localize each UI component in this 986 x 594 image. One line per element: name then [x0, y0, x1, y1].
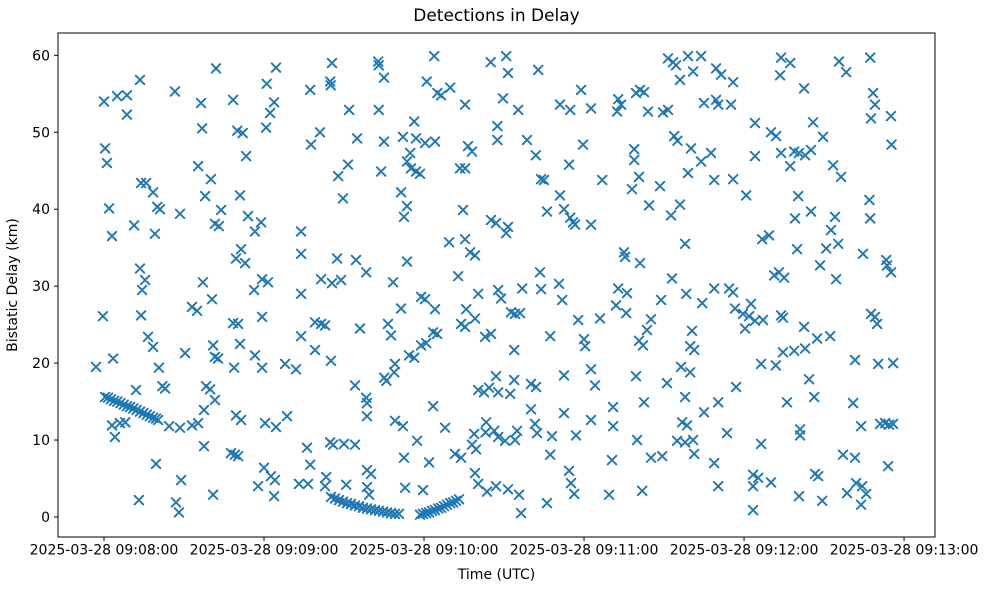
- y-tick-label: 0: [41, 510, 50, 526]
- x-tick-label: 2025-03-28 09:13:00: [830, 543, 979, 559]
- y-tick-label: 60: [32, 48, 50, 64]
- x-tick-label: 2025-03-28 09:10:00: [350, 543, 499, 559]
- chart-title: Detections in Delay: [413, 6, 580, 26]
- y-tick-label: 50: [32, 125, 50, 141]
- scatter-points: [90, 50, 899, 520]
- x-tick-label: 2025-03-28 09:12:00: [670, 543, 819, 559]
- x-tick-label: 2025-03-28 09:11:00: [510, 543, 659, 559]
- y-axis-label: Bistatic Delay (km): [5, 218, 21, 352]
- x-tick-label: 2025-03-28 09:09:00: [190, 543, 339, 559]
- y-tick-label: 40: [32, 202, 50, 218]
- x-axis-ticks: 2025-03-28 09:08:00 2025-03-28 09:09:00 20…: [30, 537, 979, 559]
- scatter-markers: [90, 50, 899, 520]
- plot-frame: [57, 32, 936, 538]
- y-tick-label: 20: [32, 356, 50, 372]
- y-axis-ticks: 0 10 20 30 40 50 60: [32, 48, 58, 526]
- y-tick-label: 30: [32, 279, 50, 295]
- x-tick-label: 2025-03-28 09:08:00: [30, 543, 179, 559]
- y-tick-label: 10: [32, 433, 50, 449]
- x-axis-label: Time (UTC): [457, 567, 535, 583]
